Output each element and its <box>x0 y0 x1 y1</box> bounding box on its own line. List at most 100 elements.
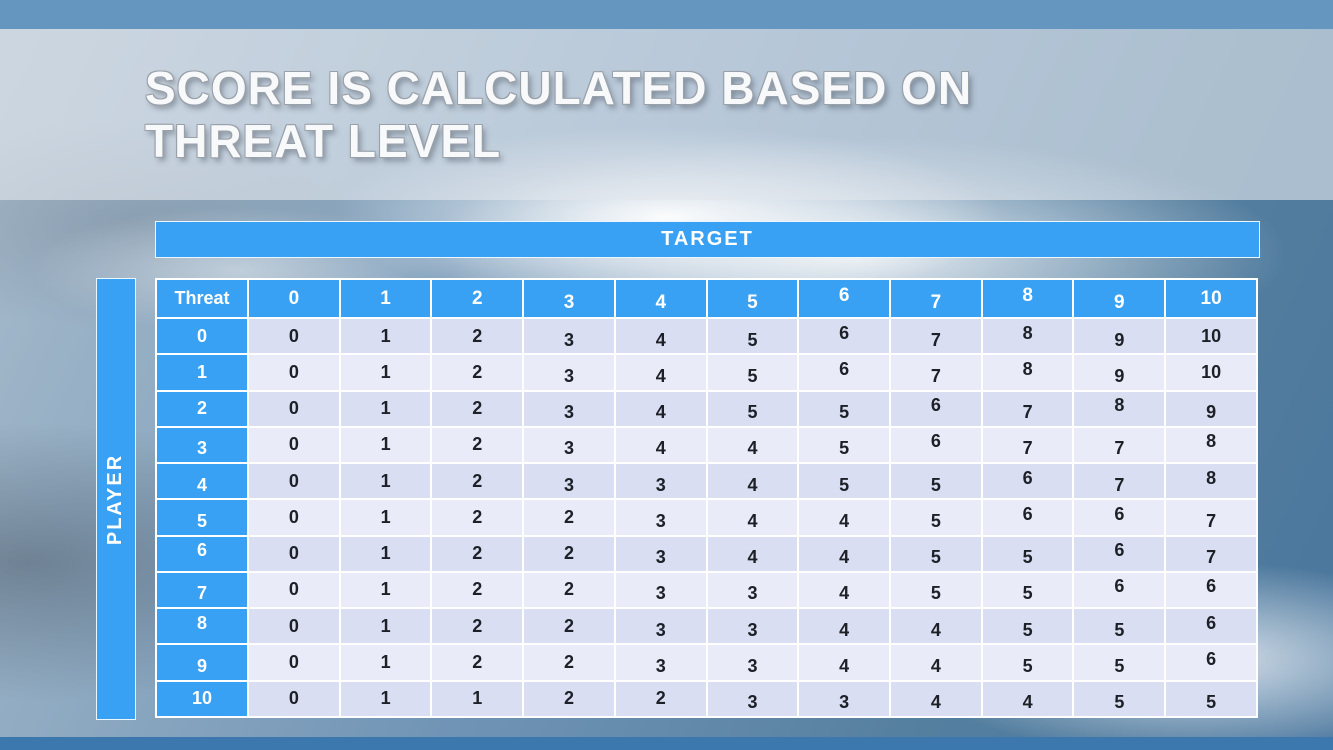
score-cell: 2 <box>430 643 525 682</box>
score-cell: 6 <box>1072 498 1167 537</box>
score-cell: 2 <box>613 679 708 719</box>
score-cell: 5 <box>705 316 800 356</box>
score-cell: 7 <box>1164 534 1258 573</box>
score-cell: 4 <box>797 534 892 573</box>
table-header-row: Threat 0 1 2 3 4 5 6 7 8 9 10 <box>155 278 1258 319</box>
score-cell: 6 <box>797 353 892 392</box>
score-cell: 8 <box>980 353 1075 392</box>
score-cell: 2 <box>522 570 616 610</box>
score-cell: 0 <box>247 570 341 610</box>
score-cell: 4 <box>889 607 983 646</box>
title-band: SCORE IS CALCULATED BASED ON THREAT LEVE… <box>0 29 1333 200</box>
score-cell: 3 <box>522 425 616 465</box>
threat-row-header: 10 <box>155 679 249 719</box>
player-axis-bar: PLAYER <box>96 278 136 720</box>
score-cell: 6 <box>980 462 1075 501</box>
score-cell: 2 <box>430 498 525 537</box>
score-cell: 4 <box>613 353 708 392</box>
score-cell: 5 <box>980 607 1075 646</box>
score-cell: 2 <box>430 425 525 465</box>
score-cell: 0 <box>247 316 341 356</box>
score-cell: 5 <box>797 425 892 465</box>
score-cell: 8 <box>1164 425 1258 465</box>
score-cell: 5 <box>980 570 1075 610</box>
threat-row-header: 2 <box>155 389 249 428</box>
score-cell: 3 <box>705 679 800 719</box>
threat-corner-cell: Threat <box>155 278 249 319</box>
score-cell: 6 <box>889 389 983 428</box>
score-cell: 2 <box>522 534 616 573</box>
score-cell: 3 <box>522 389 616 428</box>
score-cell: 9 <box>1072 316 1167 356</box>
target-column-header: 4 <box>613 278 708 319</box>
score-cell: 8 <box>1072 389 1167 428</box>
score-cell: 2 <box>430 607 525 646</box>
score-cell: 9 <box>1072 353 1167 392</box>
score-cell: 8 <box>980 316 1075 356</box>
score-cell: 6 <box>797 316 892 356</box>
score-cell: 6 <box>1164 607 1258 646</box>
score-cell: 0 <box>247 534 341 573</box>
target-label: TARGET <box>661 228 754 250</box>
threat-row-header: 0 <box>155 316 249 356</box>
score-cell: 2 <box>430 570 525 610</box>
score-cell: 0 <box>247 498 341 537</box>
target-column-header: 5 <box>705 278 800 319</box>
score-cell: 3 <box>613 643 708 682</box>
score-cell: 6 <box>1164 570 1258 610</box>
score-cell: 2 <box>430 316 525 356</box>
score-cell: 2 <box>522 679 616 719</box>
target-axis-bar: TARGET <box>155 221 1260 258</box>
threat-row-header: 9 <box>155 643 249 682</box>
target-column-header: 7 <box>889 278 983 319</box>
score-cell: 4 <box>797 643 892 682</box>
score-cell: 0 <box>247 643 341 682</box>
score-cell: 3 <box>705 643 800 682</box>
score-cell: 4 <box>889 643 983 682</box>
target-column-header: 6 <box>797 278 892 319</box>
score-cell: 4 <box>613 389 708 428</box>
score-table: Threat 0 1 2 3 4 5 6 7 8 9 10 0 0 1 2 3 4 5 6 7 8 9 10 1 0 1 2 3 4 5… <box>155 278 1258 719</box>
score-cell: 0 <box>247 462 341 501</box>
target-column-header: 10 <box>1164 278 1258 319</box>
score-cell: 9 <box>1164 389 1258 428</box>
threat-row-header: 4 <box>155 462 249 501</box>
table-row: 10 0 1 1 2 2 3 3 4 4 5 5 <box>155 679 1258 719</box>
score-cell: 5 <box>889 462 983 501</box>
score-cell: 5 <box>705 389 800 428</box>
score-cell: 1 <box>430 679 525 719</box>
score-cell: 2 <box>522 498 616 537</box>
score-cell: 7 <box>889 353 983 392</box>
score-cell: 1 <box>338 425 433 465</box>
player-label: PLAYER <box>104 453 127 545</box>
target-column-header: 3 <box>522 278 616 319</box>
score-cell: 2 <box>522 607 616 646</box>
score-cell: 2 <box>430 534 525 573</box>
score-cell: 1 <box>338 353 433 392</box>
target-column-header: 1 <box>338 278 433 319</box>
score-cell: 1 <box>338 679 433 719</box>
score-cell: 1 <box>338 316 433 356</box>
score-cell: 6 <box>1072 570 1167 610</box>
table-row: 1 0 1 2 3 4 5 6 7 8 9 10 <box>155 353 1258 392</box>
score-cell: 7 <box>980 389 1075 428</box>
score-cell: 0 <box>247 353 341 392</box>
score-cell: 6 <box>980 498 1075 537</box>
score-cell: 0 <box>247 425 341 465</box>
score-cell: 7 <box>1072 425 1167 465</box>
score-cell: 3 <box>613 534 708 573</box>
target-column-header: 9 <box>1072 278 1167 319</box>
score-cell: 1 <box>338 462 433 501</box>
target-column-header: 2 <box>430 278 525 319</box>
score-cell: 2 <box>430 353 525 392</box>
score-cell: 10 <box>1164 316 1258 356</box>
table-row: 0 0 1 2 3 4 5 6 7 8 9 10 <box>155 316 1258 356</box>
score-cell: 4 <box>980 679 1075 719</box>
score-cell: 1 <box>338 607 433 646</box>
